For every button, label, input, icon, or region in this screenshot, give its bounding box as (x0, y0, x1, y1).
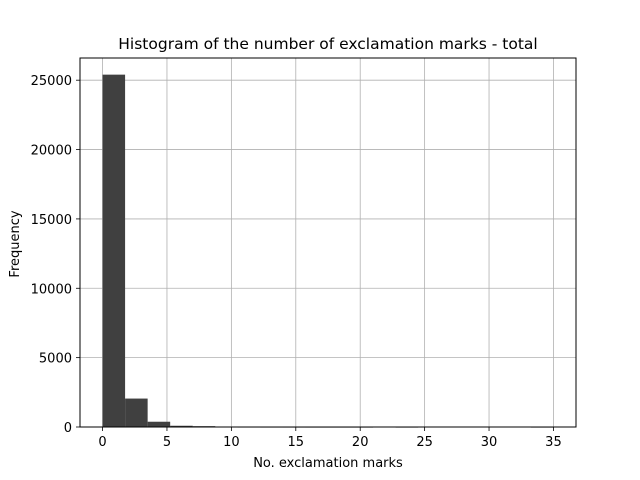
y-tick-label: 20000 (31, 144, 72, 159)
y-axis-label: Frequency (8, 210, 23, 277)
x-tick-label: 35 (545, 435, 562, 450)
y-tick-label: 5000 (39, 352, 72, 367)
histogram-bar (102, 74, 126, 428)
histogram-bars (102, 74, 554, 428)
histogram-bar (125, 398, 148, 427)
histogram-bar (170, 425, 193, 427)
x-tick-label: 15 (288, 435, 305, 450)
x-axis-label: No. exclamation marks (253, 456, 403, 471)
y-tick-label: 15000 (31, 213, 72, 228)
x-tick-label: 10 (223, 435, 240, 450)
x-tick-label: 5 (163, 435, 171, 450)
y-tick-label: 0 (64, 421, 72, 436)
histogram-bar (147, 421, 171, 427)
y-tick-label: 25000 (31, 74, 72, 89)
plot-frame (79, 57, 577, 428)
x-tick-label: 0 (98, 435, 106, 450)
y-axis-ticks: 0 5000 10000 15000 20000 25000 (31, 74, 80, 436)
grid (80, 58, 576, 428)
x-tick-label: 20 (352, 435, 369, 450)
x-tick-label: 30 (481, 435, 498, 450)
x-tick-label: 25 (416, 435, 433, 450)
x-axis-ticks: 0 5 10 15 20 25 30 35 (98, 427, 562, 450)
y-tick-label: 10000 (31, 282, 72, 297)
chart-title: Histogram of the number of exclamation m… (118, 35, 537, 53)
